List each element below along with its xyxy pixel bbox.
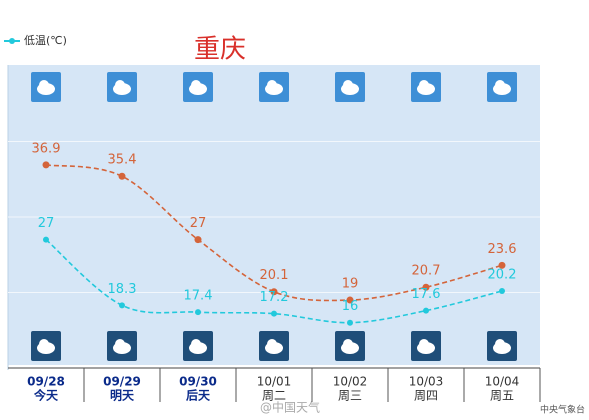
x-tick-label: 09/29: [103, 375, 141, 389]
weekday-label: 今天: [33, 388, 59, 403]
data-point: [194, 236, 202, 244]
weather-icon: [183, 72, 213, 102]
x-tick-label: 10/02: [333, 375, 368, 389]
icon-cloud-top: [419, 80, 429, 90]
icon-cloud-top: [343, 339, 353, 349]
icon-cloud-top: [39, 80, 49, 90]
data-label: 27: [190, 216, 207, 231]
weather-icon: [411, 72, 441, 102]
icon-cloud-top: [267, 80, 277, 90]
data-label: 17.6: [412, 287, 441, 302]
x-tick-label: 09/28: [27, 375, 65, 389]
data-point: [347, 319, 353, 326]
weather-icon: [31, 331, 61, 361]
weekday-label: 周二: [262, 389, 286, 403]
watermark: @中国天气: [260, 400, 320, 415]
series-line: [45, 164, 503, 302]
icon-cloud-top: [115, 339, 125, 349]
icon-cloud-top: [191, 339, 201, 349]
data-point: [195, 309, 201, 316]
weekday-label: 周三: [338, 389, 362, 403]
weather-icon: [31, 72, 61, 102]
icon-cloud-top: [115, 80, 125, 90]
icon-cloud-top: [419, 339, 429, 349]
icon-cloud-top: [267, 339, 277, 349]
data-point: [498, 261, 506, 269]
weather-icon: [411, 331, 441, 361]
data-label: 18.3: [108, 282, 137, 297]
data-point: [270, 288, 278, 296]
weather-icon: [487, 331, 517, 361]
weather-icon: [183, 331, 213, 361]
data-label: 17.2: [260, 290, 289, 305]
weather-icon: [107, 331, 137, 361]
data-point: [42, 161, 50, 169]
weather-icon: [107, 72, 137, 102]
weekday-label: 后天: [186, 388, 211, 403]
weekday-label: 明天: [110, 389, 135, 403]
data-point: [119, 302, 125, 309]
data-point: [43, 236, 49, 243]
data-point: [346, 296, 354, 304]
weekday-label: 周四: [414, 389, 438, 403]
icon-cloud-top: [343, 80, 353, 90]
data-label: 20.2: [488, 267, 517, 282]
source: 中央气象台: [540, 404, 585, 416]
data-label: 27: [38, 216, 55, 231]
icon-cloud-top: [495, 339, 505, 349]
weather-icon: [335, 331, 365, 361]
data-label: 36.9: [32, 141, 61, 156]
legend-marker: [9, 38, 15, 44]
data-label: 35.4: [108, 153, 137, 168]
legend-label: 低温(℃): [24, 34, 67, 47]
data-label: 16: [342, 299, 359, 314]
weather-icon: [487, 72, 517, 102]
x-tick-label: 10/04: [485, 375, 520, 389]
weather-icon: [259, 331, 289, 361]
x-tick-label: 10/03: [409, 375, 444, 389]
data-label: 20.7: [412, 264, 441, 279]
data-point: [118, 172, 126, 180]
x-tick-label: 09/30: [179, 375, 217, 389]
weekday-label: 周五: [490, 389, 514, 403]
icon-cloud-top: [191, 80, 201, 90]
chart-title: 重庆: [194, 35, 246, 65]
data-point: [271, 310, 277, 317]
weather-icon: [335, 72, 365, 102]
x-tick-label: 10/01: [257, 375, 292, 389]
icon-cloud-top: [39, 339, 49, 349]
data-label: 17.4: [184, 289, 213, 304]
data-point: [422, 283, 430, 291]
data-point: [499, 287, 505, 294]
data-label: 20.1: [260, 268, 289, 283]
weather-icon: [259, 72, 289, 102]
icon-cloud-top: [495, 80, 505, 90]
data-label: 23.6: [488, 242, 517, 257]
data-label: 19: [342, 277, 359, 292]
data-point: [423, 307, 429, 314]
plot-area: [8, 65, 540, 365]
